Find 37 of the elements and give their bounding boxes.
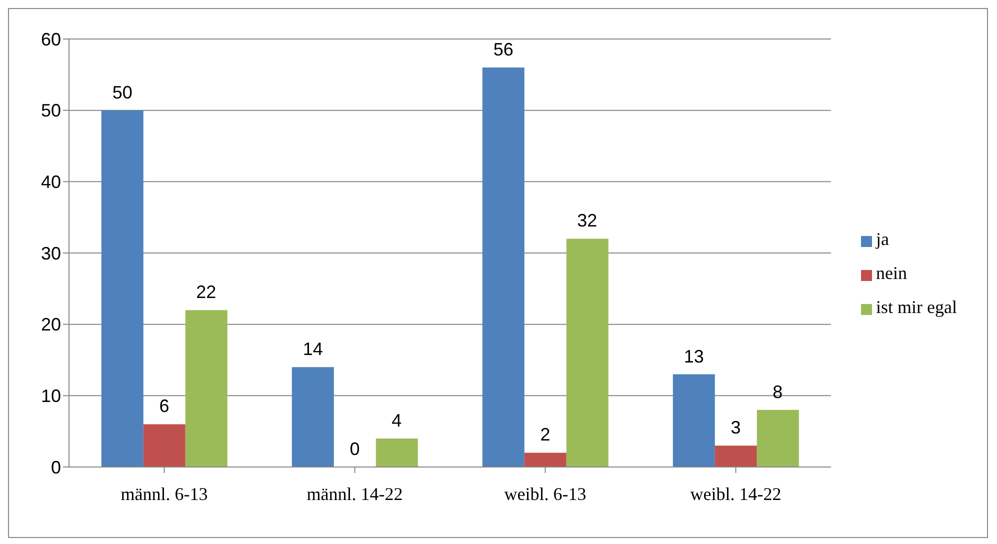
data-label: 22 bbox=[196, 282, 216, 302]
x-tick-label: männl. 6-13 bbox=[120, 484, 208, 504]
x-tick-label: weibl. 14-22 bbox=[690, 484, 782, 504]
y-tick-label: 40 bbox=[40, 172, 61, 192]
y-tick-label: 20 bbox=[40, 314, 61, 335]
y-tick-label: 50 bbox=[40, 100, 61, 121]
y-tick-label: 10 bbox=[40, 386, 61, 406]
data-label: 0 bbox=[350, 439, 360, 459]
bar bbox=[672, 374, 715, 467]
legend-label: ist mir egal bbox=[876, 297, 957, 317]
data-label: 4 bbox=[392, 410, 402, 430]
data-label: 3 bbox=[730, 418, 741, 438]
bar bbox=[566, 238, 608, 467]
data-label: 32 bbox=[577, 210, 598, 231]
bar bbox=[185, 310, 228, 467]
data-label: 8 bbox=[772, 382, 783, 402]
data-label: 50 bbox=[112, 82, 132, 102]
bar bbox=[376, 438, 418, 467]
data-label: 6 bbox=[159, 396, 170, 416]
data-label: 14 bbox=[302, 339, 323, 360]
bar bbox=[101, 110, 144, 467]
legend-label: nein bbox=[876, 263, 908, 283]
x-tick-label: weibl. 6-13 bbox=[504, 484, 586, 504]
bar bbox=[756, 410, 799, 467]
y-tick-label: 30 bbox=[40, 243, 61, 264]
bar bbox=[292, 367, 334, 467]
data-label: 2 bbox=[540, 424, 550, 445]
y-tick-label: 60 bbox=[40, 29, 61, 50]
bar bbox=[714, 446, 757, 467]
legend-label: ja bbox=[876, 229, 890, 249]
x-tick-label: männl. 14-22 bbox=[306, 484, 403, 504]
y-tick-label: 0 bbox=[50, 457, 61, 478]
bar bbox=[143, 424, 186, 467]
bar bbox=[482, 68, 524, 467]
data-label: 13 bbox=[684, 346, 704, 366]
data-label: 56 bbox=[493, 40, 514, 60]
bar bbox=[524, 452, 566, 467]
